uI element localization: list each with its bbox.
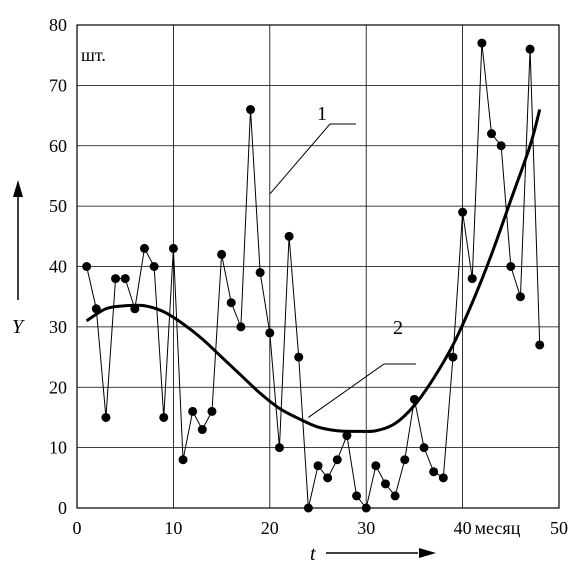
series-1-point bbox=[265, 328, 275, 338]
series-1-point bbox=[178, 455, 188, 465]
series-1-point bbox=[448, 352, 458, 362]
series-1-point bbox=[438, 473, 448, 483]
x-tick-label: 10 bbox=[164, 518, 182, 538]
x-tick-label: 0 bbox=[73, 518, 82, 538]
series-1-point bbox=[217, 249, 227, 259]
series-1-point bbox=[477, 38, 487, 48]
series-1-point bbox=[111, 274, 121, 284]
series-1-point bbox=[188, 406, 198, 416]
series-2-trend-line bbox=[85, 109, 542, 434]
series-1-point bbox=[284, 231, 294, 241]
series-1-point bbox=[458, 207, 468, 217]
series-1-point bbox=[130, 304, 140, 314]
series-1-point bbox=[332, 455, 342, 465]
y-axis-arrowhead bbox=[13, 180, 23, 197]
series-1-point bbox=[361, 503, 371, 513]
y-unit-label: шт. bbox=[81, 45, 106, 65]
series-1-point bbox=[342, 431, 352, 441]
series-1-point bbox=[390, 491, 400, 501]
series-1-point bbox=[91, 304, 101, 314]
series-1-point bbox=[303, 503, 313, 513]
x-axis-arrowhead bbox=[419, 548, 436, 558]
series-1-point bbox=[380, 479, 390, 489]
series-1-point bbox=[535, 340, 545, 350]
x-tick-label: 30 bbox=[357, 518, 375, 538]
series-1-point bbox=[139, 243, 149, 253]
y-tick-label: 30 bbox=[49, 317, 67, 337]
y-tick-label: 0 bbox=[58, 498, 67, 518]
y-tick-label: 40 bbox=[49, 257, 67, 277]
y-tick-label: 70 bbox=[49, 75, 67, 95]
series-1-point bbox=[120, 274, 130, 284]
series-1-point bbox=[400, 455, 410, 465]
series-1-point bbox=[149, 262, 159, 271]
callout-leader-2 bbox=[308, 363, 385, 418]
series-1-point bbox=[515, 292, 525, 302]
series-1-point bbox=[255, 268, 265, 278]
series-1-point bbox=[487, 129, 497, 139]
y-tick-label: 60 bbox=[49, 136, 67, 156]
x-axis-label: t bbox=[310, 543, 316, 565]
series-1-point bbox=[274, 443, 284, 453]
series-1-point bbox=[159, 412, 169, 422]
x-unit-label: месяц bbox=[475, 518, 521, 538]
series-1-line bbox=[86, 43, 541, 510]
y-tick-label: 10 bbox=[49, 438, 67, 458]
series-1-point bbox=[82, 262, 92, 271]
series-1-point bbox=[429, 467, 439, 477]
x-tick-label: 40 bbox=[454, 518, 472, 538]
series-1-point bbox=[168, 243, 178, 253]
series-1-point bbox=[467, 274, 477, 284]
x-tick-label: 50 bbox=[550, 518, 568, 538]
series-1-point bbox=[236, 322, 246, 332]
series-1-point bbox=[246, 105, 256, 115]
series-1-point bbox=[419, 443, 429, 453]
series-1-point bbox=[313, 461, 323, 471]
series-1-point bbox=[409, 394, 419, 404]
x-tick-label: 20 bbox=[261, 518, 279, 538]
series-1-point bbox=[496, 141, 506, 151]
series-1-point bbox=[226, 298, 236, 308]
callout-leader-1 bbox=[269, 123, 331, 195]
series-1-point bbox=[207, 406, 217, 416]
y-axis-label: Y bbox=[12, 316, 25, 338]
y-tick-label: 20 bbox=[49, 377, 67, 397]
series-1-point bbox=[352, 491, 362, 501]
y-tick-label: 80 bbox=[49, 15, 67, 35]
y-tick-label: 50 bbox=[49, 196, 67, 216]
callout-label-2: 2 bbox=[393, 317, 403, 339]
series-1-point bbox=[294, 352, 304, 362]
series-1-point bbox=[101, 412, 111, 422]
series-1-point bbox=[525, 44, 535, 54]
callout-label-1: 1 bbox=[317, 103, 327, 125]
series-1-point bbox=[197, 425, 207, 435]
series-1-point bbox=[506, 262, 516, 271]
series-1-point bbox=[371, 461, 381, 471]
series-1-point bbox=[323, 473, 333, 483]
plot-frame bbox=[76, 24, 560, 509]
